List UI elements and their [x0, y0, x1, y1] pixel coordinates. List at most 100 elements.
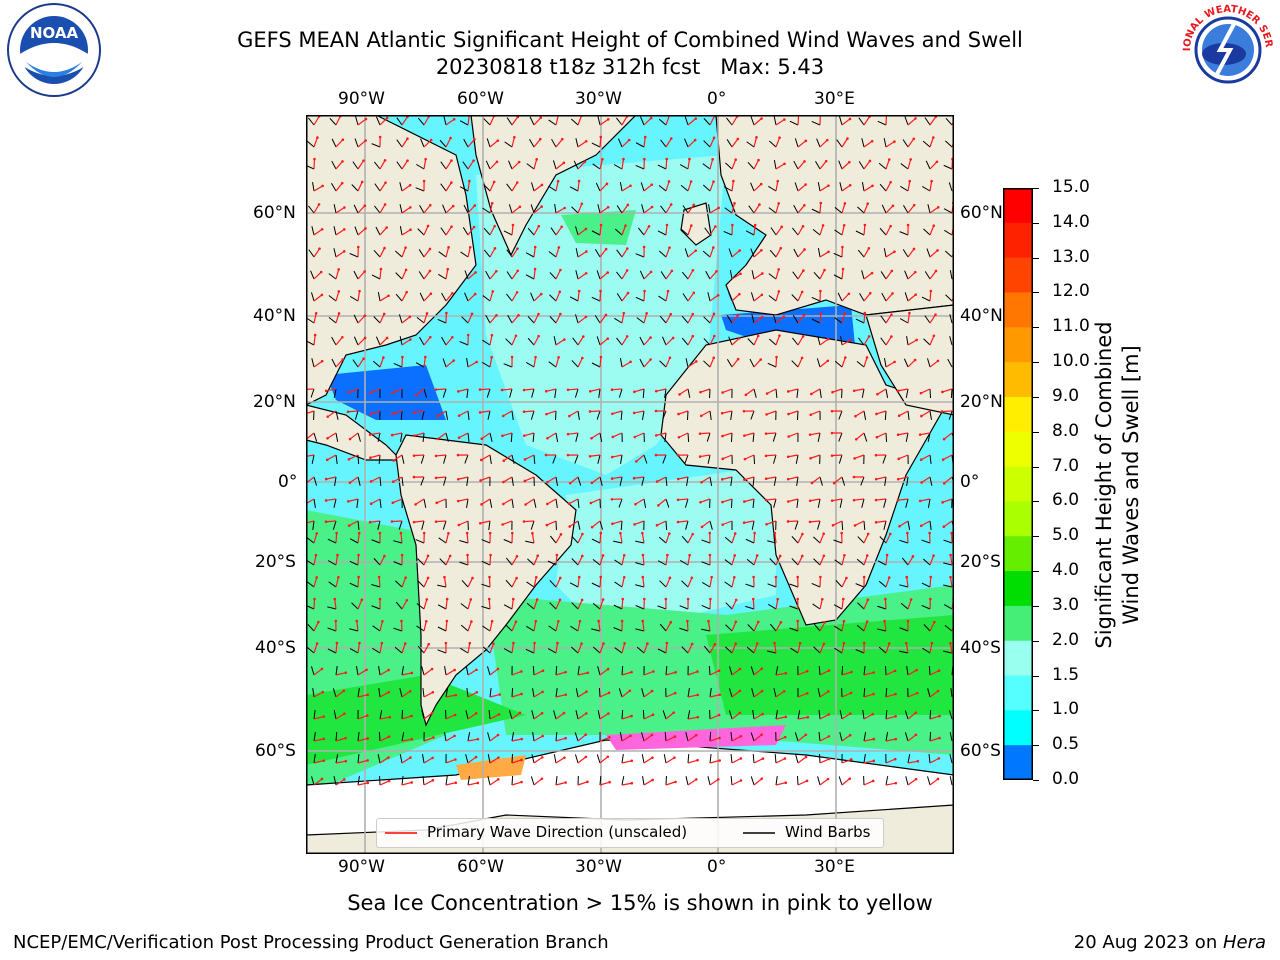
wave-direction-arrow: [458, 410, 469, 417]
wave-direction-arrow: [335, 291, 340, 302]
wind-barb: [313, 476, 318, 486]
wind-barb: [395, 293, 403, 302]
wind-barb: [592, 558, 601, 566]
wave-direction-arrow: [643, 226, 650, 236]
wind-barb: [396, 139, 403, 148]
wave-arrow-head: [936, 777, 940, 781]
wind-barb: [416, 163, 425, 170]
wave-arrow-head: [533, 267, 537, 271]
wave-arrow-head: [604, 247, 608, 251]
wave-direction-arrow: [687, 204, 695, 214]
wind-barb: [554, 388, 557, 398]
wave-direction-arrow: [709, 294, 719, 302]
wave-direction-arrow: [423, 116, 430, 126]
wave-direction-arrow: [445, 669, 455, 676]
wind-barb: [775, 710, 778, 720]
wave-arrow-head: [388, 715, 392, 719]
wave-direction-arrow: [753, 137, 758, 148]
wave-direction-arrow: [533, 268, 536, 280]
wind-barb: [950, 688, 953, 698]
wave-direction-arrow: [577, 621, 581, 632]
wind-barb: [943, 650, 953, 654]
wind-barb: [310, 292, 315, 302]
wind-barb: [401, 732, 405, 742]
colorbar-segment: [1003, 675, 1033, 711]
wave-arrow-head: [366, 737, 369, 740]
wave-direction-arrow: [797, 226, 804, 236]
wave-arrow-head: [473, 204, 477, 207]
wave-arrow-head: [712, 246, 715, 249]
wave-arrow-head: [649, 116, 653, 120]
footer-credit: NCEP/EMC/Verification Post Processing Pr…: [13, 932, 609, 953]
wave-arrow-head: [641, 575, 645, 579]
wind-barb: [858, 337, 865, 346]
wind-barb: [730, 432, 733, 443]
wave-arrow-head: [590, 525, 594, 529]
wind-barb: [417, 558, 425, 566]
wave-arrow-head: [867, 335, 871, 338]
wave-direction-arrow: [599, 159, 604, 170]
wind-barb: [599, 432, 603, 442]
wave-arrow-head: [783, 757, 787, 760]
wind-barb: [506, 183, 513, 192]
wave-arrow-head: [827, 713, 831, 716]
wave-direction-arrow: [533, 756, 543, 764]
wave-direction-arrow: [665, 642, 668, 654]
wave-direction-arrow: [467, 293, 476, 302]
wind-barb: [357, 753, 360, 764]
wave-direction-arrow: [797, 314, 805, 324]
wind-barb: [863, 732, 867, 742]
wave-direction-arrow: [423, 621, 427, 632]
wave-arrow-head: [474, 712, 478, 715]
wind-barb: [703, 645, 711, 654]
wave-direction-legend-line: [385, 832, 417, 834]
wave-arrow-head: [733, 554, 737, 557]
wave-direction-arrow: [313, 248, 321, 258]
wave-arrow-head: [324, 477, 328, 481]
wind-barb: [416, 316, 425, 324]
wave-arrow-head: [431, 756, 434, 760]
wind-barb: [527, 227, 535, 236]
wave-arrow-head: [930, 179, 933, 183]
wind-barb: [441, 336, 447, 346]
wind-barb: [331, 160, 337, 170]
wave-direction-arrow: [591, 476, 601, 484]
wind-barb: [422, 754, 425, 764]
wind-barb: [616, 205, 623, 214]
wave-direction-arrow: [656, 476, 667, 483]
wave-direction-arrow: [335, 642, 338, 654]
wave-direction-arrow: [349, 432, 359, 440]
wave-direction-arrow: [334, 599, 337, 610]
wave-direction-arrow: [489, 161, 498, 170]
wind-barb: [796, 476, 799, 486]
wind-barb: [749, 358, 755, 368]
wave-arrow-head: [777, 268, 780, 271]
wave-arrow-head: [589, 501, 593, 505]
wind-barb: [503, 648, 513, 654]
wave-arrow-head: [470, 620, 473, 623]
wind-barb: [811, 582, 821, 588]
wave-direction-arrow: [313, 271, 322, 280]
wave-arrow-head: [342, 778, 346, 781]
wind-barb: [353, 204, 359, 214]
wave-arrow-head: [342, 689, 346, 693]
wave-arrow-head: [840, 531, 843, 535]
wind-barb: [684, 116, 689, 126]
wind-barb: [592, 602, 601, 610]
wave-direction-arrow: [489, 668, 499, 676]
wave-arrow-head: [425, 598, 429, 601]
wave-direction-arrow: [577, 599, 583, 610]
wave-direction-arrow: [899, 520, 909, 527]
wave-direction-arrow: [612, 432, 623, 438]
wind-barb: [349, 538, 359, 544]
wave-direction-arrow: [401, 229, 411, 236]
wind-barb: [574, 754, 579, 764]
wave-arrow-head: [533, 641, 536, 645]
wind-barb: [373, 316, 381, 324]
wind-barb: [637, 227, 645, 236]
wave-direction-arrow: [533, 778, 543, 786]
wind-barb: [334, 476, 337, 486]
wave-direction-arrow: [774, 532, 777, 544]
wind-barb: [594, 249, 601, 258]
wave-direction-arrow: [547, 498, 557, 505]
